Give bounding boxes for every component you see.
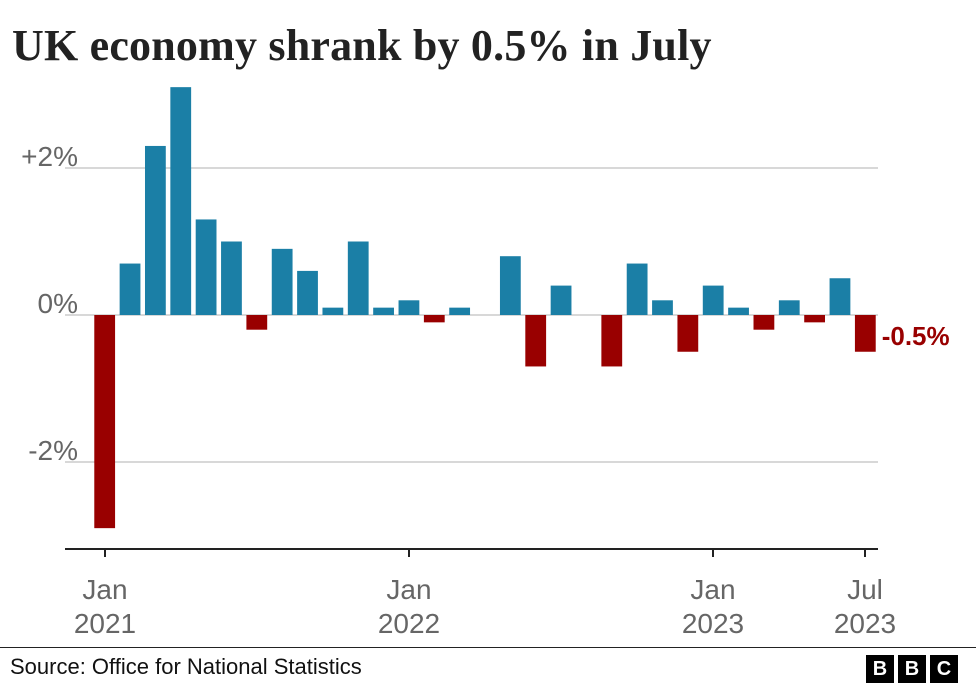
x-tick-label: Jan <box>82 574 127 605</box>
bar <box>728 307 749 315</box>
y-tick-label: +2% <box>21 141 78 172</box>
bar <box>449 307 471 315</box>
bar <box>601 315 623 367</box>
bar-chart: +2%0%-2%Jan2021Jan2022Jan2023Jul2023-0.5… <box>21 87 950 639</box>
bar <box>702 285 724 315</box>
x-tick-label: Jul <box>847 574 883 605</box>
bar <box>829 278 851 315</box>
bar <box>221 241 242 315</box>
source-note: Source: Office for National Statistics <box>10 654 362 679</box>
bar <box>652 300 673 315</box>
bbc-logo-letter: B <box>898 655 926 683</box>
bar <box>94 315 116 529</box>
bar <box>398 300 420 315</box>
bar <box>373 307 394 315</box>
x-tick-label: 2023 <box>834 608 896 639</box>
bar <box>322 307 344 315</box>
bar <box>550 285 572 315</box>
x-tick-label: Jan <box>690 574 735 605</box>
y-tick-label: 0% <box>38 288 78 319</box>
footer-divider <box>0 647 976 648</box>
x-tick-label: 2023 <box>682 608 744 639</box>
bar <box>626 263 648 315</box>
bar <box>499 256 521 315</box>
bbc-logo-letter: B <box>866 655 894 683</box>
bar <box>854 315 876 352</box>
bar <box>423 315 445 323</box>
bar <box>525 315 547 367</box>
data-label: -0.5% <box>882 321 950 351</box>
bar <box>246 315 268 330</box>
bar <box>297 270 318 315</box>
x-tick-label: Jan <box>386 574 431 605</box>
bar <box>347 241 369 315</box>
bar <box>195 219 217 315</box>
x-tick-label: 2021 <box>74 608 136 639</box>
bar <box>170 87 192 316</box>
bar <box>804 315 826 323</box>
bbc-logo: B B C <box>866 655 958 683</box>
bar <box>144 145 166 315</box>
chart-title: UK economy shrank by 0.5% in July <box>12 21 712 70</box>
bbc-logo-letter: C <box>930 655 958 683</box>
x-tick-label: 2022 <box>378 608 440 639</box>
bar <box>753 315 775 330</box>
y-tick-label: -2% <box>28 435 78 466</box>
bar <box>677 315 699 352</box>
bar <box>271 248 293 315</box>
bar <box>119 263 141 315</box>
bar <box>778 300 800 315</box>
